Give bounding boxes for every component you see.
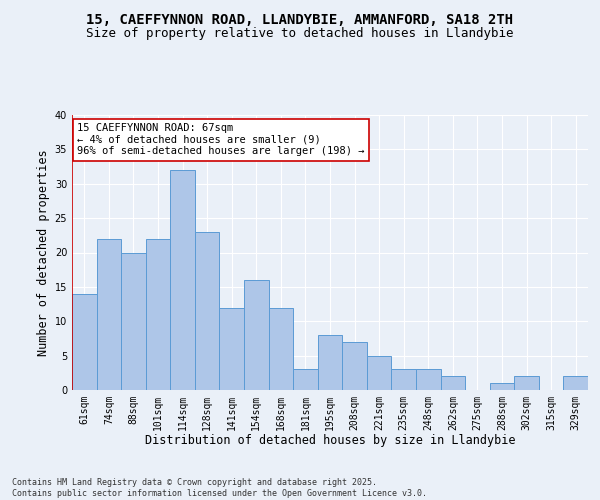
Text: 15, CAEFFYNNON ROAD, LLANDYBIE, AMMANFORD, SA18 2TH: 15, CAEFFYNNON ROAD, LLANDYBIE, AMMANFOR… (86, 12, 514, 26)
Bar (490, 383, 514, 390)
Bar (293, 370, 318, 390)
X-axis label: Distribution of detached houses by size in Llandybie: Distribution of detached houses by size … (145, 434, 515, 448)
Text: Size of property relative to detached houses in Llandybie: Size of property relative to detached ho… (86, 28, 514, 40)
Bar (391, 370, 416, 390)
Bar (440, 376, 465, 390)
Bar (563, 376, 588, 390)
Bar (170, 170, 195, 390)
Bar (269, 308, 293, 390)
Bar (97, 239, 121, 390)
Bar (146, 239, 170, 390)
Bar (195, 232, 220, 390)
Text: 15 CAEFFYNNON ROAD: 67sqm
← 4% of detached houses are smaller (9)
96% of semi-de: 15 CAEFFYNNON ROAD: 67sqm ← 4% of detach… (77, 123, 365, 156)
Y-axis label: Number of detached properties: Number of detached properties (37, 149, 50, 356)
Text: Contains HM Land Registry data © Crown copyright and database right 2025.
Contai: Contains HM Land Registry data © Crown c… (12, 478, 427, 498)
Bar (342, 342, 367, 390)
Bar (72, 294, 97, 390)
Bar (121, 252, 146, 390)
Bar (318, 335, 342, 390)
Bar (367, 356, 391, 390)
Bar (244, 280, 269, 390)
Bar (220, 308, 244, 390)
Bar (514, 376, 539, 390)
Bar (416, 370, 440, 390)
